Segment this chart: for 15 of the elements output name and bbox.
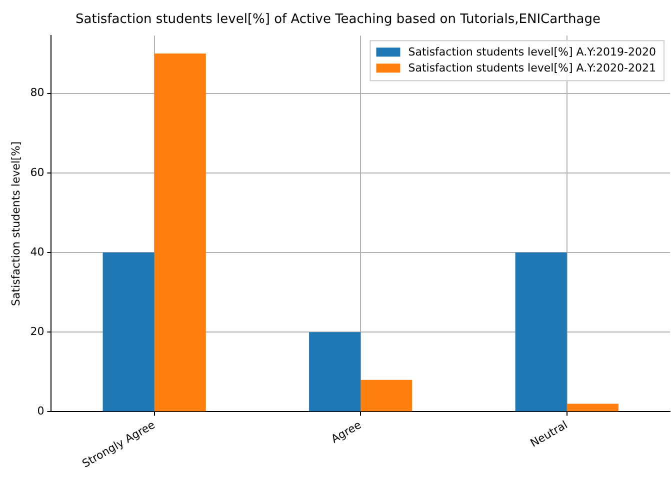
bar (515, 252, 567, 412)
y-tick-label: 0 (37, 404, 44, 418)
chart-title: Satisfaction students level[%] of Active Teaching based on Tutorials,ENICarthage (75, 12, 601, 28)
y-tick-label: 40 (30, 245, 44, 258)
bar (309, 332, 361, 412)
legend-label: Satisfaction students level[%] A.Y:2020-2021 (408, 61, 656, 74)
y-axis-title: Satisfaction students level[%] (9, 141, 22, 306)
bar (154, 54, 206, 412)
bar (360, 380, 412, 412)
legend-label: Satisfaction students level[%] A.Y:2019-2020 (408, 45, 656, 58)
y-tick-label: 60 (30, 166, 44, 179)
y-tick-label: 80 (30, 86, 44, 100)
bar (102, 252, 154, 412)
bar (566, 404, 618, 412)
y-tick-label: 20 (30, 324, 44, 338)
